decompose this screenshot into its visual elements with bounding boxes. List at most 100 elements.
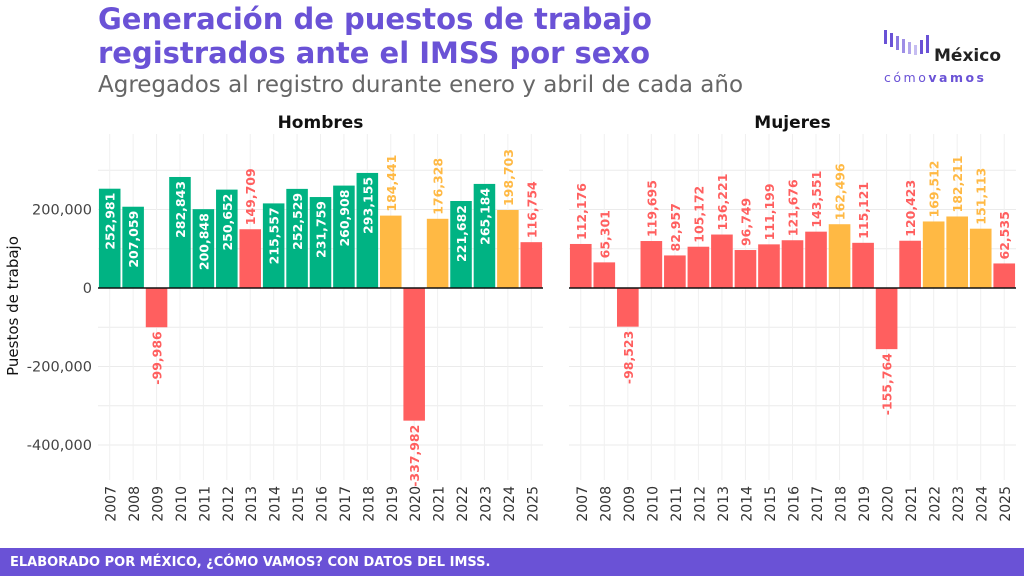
bar-mujeres-2017 [805, 231, 827, 288]
value-label-hombres-2007: 252,981 [103, 193, 118, 250]
x-tick-label-1-2017: 2017 [810, 486, 826, 522]
panel-title-1: Mujeres [754, 113, 830, 133]
bar-mujeres-2014 [734, 250, 757, 288]
value-label-mujeres-2008: 65,301 [597, 210, 612, 258]
x-tick-label-0-2019: 2019 [385, 486, 401, 522]
x-tick-label-1-2014: 2014 [739, 486, 755, 522]
x-tick-label-0-2021: 2021 [432, 486, 448, 522]
value-label-hombres-2011: 200,848 [196, 213, 211, 270]
y-tick-label-2: -200,000 [27, 360, 92, 376]
y-tick-label-0: 200,000 [32, 203, 92, 219]
value-label-mujeres-2022: 169,512 [927, 161, 942, 218]
value-label-mujeres-2018: 162,496 [833, 163, 848, 220]
value-label-hombres-2010: 282,843 [173, 181, 188, 238]
chart-subtitle: Agregados al registro durante enero y ab… [98, 72, 744, 98]
x-tick-label-1-2022: 2022 [928, 486, 944, 522]
x-tick-label-0-2008: 2008 [127, 486, 143, 522]
x-tick-label-0-2022: 2022 [455, 486, 471, 522]
bar-mujeres-2023 [946, 216, 969, 288]
bar-mujeres-2016 [781, 240, 804, 288]
bar-mujeres-2007 [569, 243, 592, 288]
value-label-mujeres-2016: 121,676 [786, 179, 801, 236]
x-tick-label-1-2011: 2011 [669, 486, 685, 522]
bar-mujeres-2021 [899, 240, 921, 288]
bar-hombres-2007 [98, 188, 121, 288]
y-axis-title: Puestos de trabajo [4, 236, 22, 376]
bar-hombres-2019 [379, 215, 402, 288]
x-tick-label-1-2007: 2007 [575, 486, 591, 522]
x-tick-label-0-2018: 2018 [361, 486, 377, 522]
value-label-hombres-2018: 293,155 [360, 177, 375, 234]
x-tick-label-1-2015: 2015 [763, 486, 779, 522]
value-label-hombres-2012: 250,652 [220, 194, 235, 251]
x-tick-label-1-2020: 2020 [881, 486, 897, 522]
chart-title-line2: registrados ante el IMSS por sexo [98, 36, 651, 70]
footer-bar: ELABORADO POR MÉXICO, ¿CÓMO VAMOS? CON D… [0, 548, 1024, 576]
value-label-mujeres-2009: -98,523 [621, 331, 636, 384]
bar-hombres-2014 [262, 203, 285, 288]
x-tick-label-0-2015: 2015 [291, 486, 307, 522]
x-tick-label-0-2016: 2016 [315, 486, 331, 522]
bar-mujeres-2012 [687, 246, 710, 288]
value-label-mujeres-2025: 62,535 [997, 211, 1012, 259]
bar-chart-svg: Hombres 252,981 2007 207,059 2008 -99,986 2009… [4, 113, 1016, 522]
value-label-mujeres-2010: 119,695 [644, 180, 659, 237]
x-tick-label-0-2014: 2014 [268, 486, 284, 522]
x-tick-label-1-2021: 2021 [904, 486, 920, 522]
bar-mujeres-2020 [875, 288, 898, 350]
x-tick-label-0-2012: 2012 [221, 486, 237, 522]
bar-mujeres-2022 [922, 221, 945, 288]
value-label-mujeres-2021: 120,423 [903, 180, 918, 237]
bar-hombres-2013 [239, 229, 262, 288]
value-label-hombres-2009: -99,986 [150, 331, 165, 385]
x-tick-label-0-2020: 2020 [408, 486, 424, 522]
value-label-mujeres-2013: 136,221 [715, 174, 730, 231]
bar-hombres-2009 [145, 288, 168, 328]
value-label-mujeres-2020: -155,764 [880, 353, 895, 415]
x-tick-label-0-2025: 2025 [525, 486, 541, 522]
value-label-hombres-2025: 116,754 [524, 181, 539, 238]
bar-hombres-2022 [450, 200, 472, 288]
x-tick-label-1-2012: 2012 [692, 486, 708, 522]
bar-hombres-2018 [356, 172, 379, 288]
bar-mujeres-2025 [993, 263, 1016, 288]
bar-mujeres-2015 [758, 244, 780, 288]
bar-hombres-2012 [216, 189, 238, 288]
bar-mujeres-2024 [969, 228, 992, 288]
x-tick-label-0-2009: 2009 [151, 486, 167, 522]
x-tick-label-0-2013: 2013 [244, 486, 260, 522]
mexico-como-vamos-logo: México cómovamos [882, 26, 1022, 86]
value-label-hombres-2022: 221,682 [454, 205, 469, 262]
value-label-mujeres-2015: 111,199 [762, 183, 777, 240]
bar-hombres-2024 [497, 210, 519, 288]
value-label-hombres-2008: 207,059 [126, 211, 141, 268]
value-label-hombres-2020: -337,982 [407, 425, 422, 487]
x-tick-label-0-2007: 2007 [104, 486, 120, 522]
value-label-mujeres-2017: 143,551 [809, 171, 824, 228]
y-tick-label-1: 0 [83, 281, 92, 297]
value-label-hombres-2014: 215,557 [267, 207, 282, 264]
bar-mujeres-2013 [711, 234, 733, 288]
chart-title: Generación de puestos de trabajo registr… [98, 2, 652, 70]
value-label-hombres-2023: 265,184 [477, 188, 492, 245]
bar-hombres-2011 [192, 209, 215, 288]
value-label-hombres-2015: 252,529 [290, 193, 305, 250]
bar-mujeres-2019 [852, 242, 874, 288]
x-tick-label-1-2023: 2023 [951, 486, 967, 522]
value-label-hombres-2017: 260,908 [337, 190, 352, 247]
bar-hombres-2025 [520, 242, 543, 288]
panel-title-0: Hombres [278, 113, 364, 133]
logo-text-mexico: México [934, 46, 1001, 66]
x-tick-label-1-2019: 2019 [857, 486, 873, 522]
bar-hombres-2021 [426, 218, 449, 288]
bar-hombres-2023 [473, 183, 496, 288]
footer-source-text: ELABORADO POR MÉXICO, ¿CÓMO VAMOS? CON D… [10, 555, 491, 570]
value-label-mujeres-2023: 182,211 [950, 156, 965, 213]
x-tick-label-0-2011: 2011 [197, 486, 213, 522]
bar-mujeres-2010 [640, 241, 663, 288]
x-tick-label-1-2008: 2008 [598, 486, 614, 522]
x-tick-label-1-2016: 2016 [787, 486, 803, 522]
value-label-hombres-2021: 176,328 [431, 158, 446, 215]
value-label-hombres-2019: 184,441 [384, 155, 399, 212]
value-label-mujeres-2014: 96,749 [738, 198, 753, 246]
